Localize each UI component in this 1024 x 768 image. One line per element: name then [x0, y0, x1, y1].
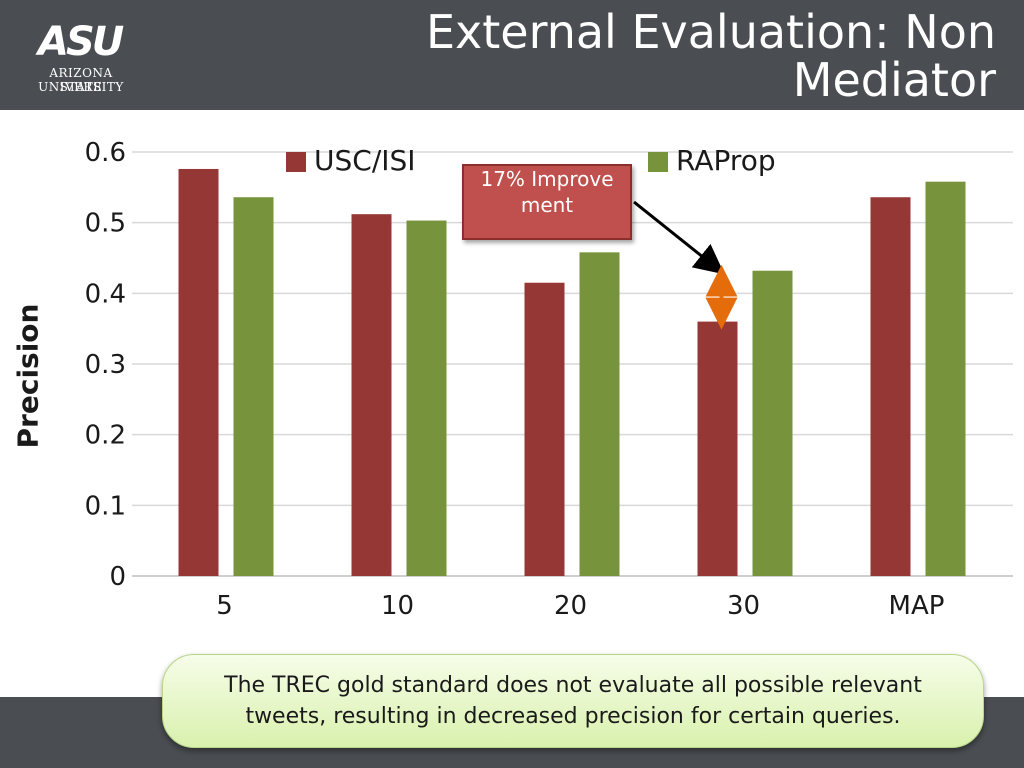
bar-raprop-20 — [579, 252, 620, 576]
bar-raprop-5 — [233, 197, 274, 576]
x-category-label: 30 — [727, 591, 760, 621]
y-tick-label: 0.6 — [85, 138, 126, 168]
bar-usc-isi-map — [870, 197, 911, 576]
y-axis-ticks: 0 0.1 0.2 0.3 0.4 0.5 0.6 — [85, 138, 126, 592]
x-category-label: 5 — [216, 591, 233, 621]
improvement-callout: 17% Improvement — [462, 164, 632, 240]
y-tick-label: 0 — [109, 562, 126, 592]
x-category-label: MAP — [889, 591, 945, 621]
callout-pointer-arrow — [633, 200, 725, 275]
x-axis-categories: 5 10 20 30 MAP — [216, 591, 944, 621]
slide-title: External Evaluation: Non Mediator — [425, 5, 996, 107]
y-tick-label: 0.5 — [85, 209, 126, 239]
bars — [178, 168, 966, 576]
y-tick-label: 0.4 — [85, 279, 126, 309]
slide-header: ASU Arizona State University External Ev… — [0, 0, 1024, 110]
y-tick-label: 0.3 — [85, 350, 126, 380]
bar-chart: 0 0.1 0.2 0.3 0.4 0.5 0.6 5 10 20 30 MAP — [85, 138, 1013, 621]
legend-swatch-usc-isi — [286, 152, 306, 172]
x-category-label: 10 — [381, 591, 414, 621]
asu-logo-line-2: University — [38, 80, 124, 94]
bar-raprop-10 — [406, 220, 447, 576]
legend-label-usc-isi: USC/ISI — [314, 144, 416, 177]
trec-note-text: The TREC gold standard does not evaluate… — [224, 673, 922, 729]
y-axis-title: Precision — [11, 303, 45, 449]
legend-label-raprop: RAProp — [676, 144, 776, 177]
asu-logo-line-1: Arizona State — [49, 66, 113, 94]
legend-swatch-raprop — [648, 152, 668, 172]
bar-raprop-map — [925, 181, 966, 576]
bar-raprop-30 — [752, 270, 793, 576]
y-tick-label: 0.2 — [85, 421, 126, 451]
y-tick-label: 0.1 — [85, 491, 126, 521]
trec-note-box: The TREC gold standard does not evaluate… — [162, 654, 984, 748]
asu-logo: ASU Arizona State University — [26, 22, 136, 96]
x-category-label: 20 — [554, 591, 587, 621]
bar-usc-isi-5 — [178, 168, 219, 576]
bar-usc-isi-10 — [351, 214, 392, 576]
annotations — [633, 200, 738, 330]
bar-usc-isi-30 — [697, 321, 738, 576]
asu-logo-mark: ASU — [38, 19, 124, 65]
bar-usc-isi-20 — [524, 282, 565, 576]
